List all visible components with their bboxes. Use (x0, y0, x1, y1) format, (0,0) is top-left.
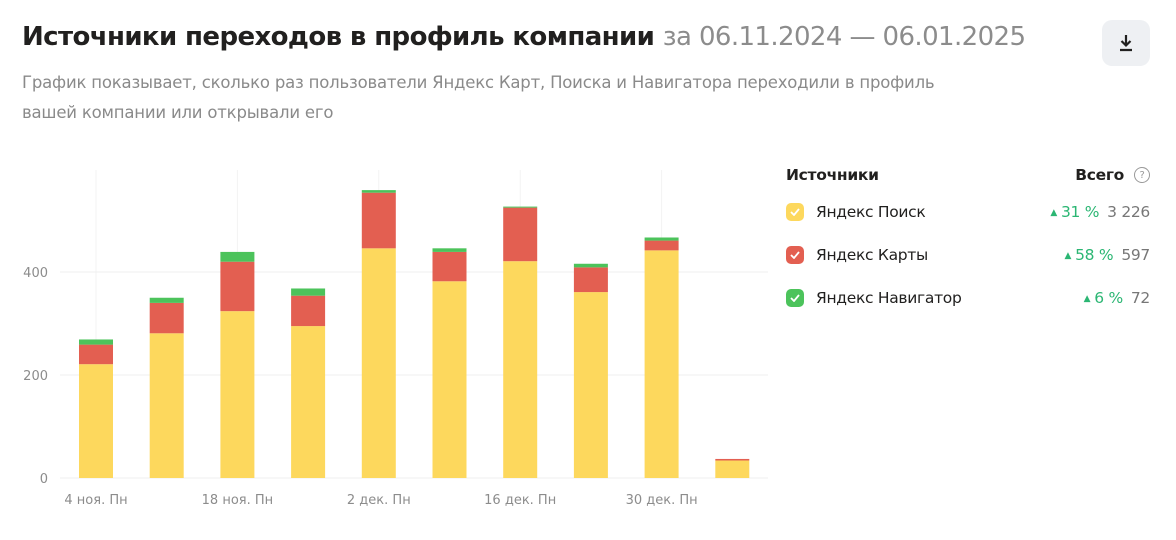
x-tick-label: 30 дек. Пн (626, 493, 698, 508)
x-tick-label: 4 ноя. Пн (64, 493, 127, 508)
bar-segment[interactable] (432, 281, 467, 478)
checkbox-checked-icon[interactable] (786, 245, 804, 264)
legend-item-change: 31 % (1050, 203, 1099, 221)
legend-item-change: 6 % (1084, 289, 1123, 307)
bar-segment[interactable] (573, 263, 608, 268)
bar-segment[interactable] (644, 237, 679, 241)
page-subtitle: График показывает, сколько раз пользоват… (22, 73, 935, 122)
bar-segment[interactable] (503, 207, 538, 262)
bar-segment[interactable] (644, 240, 679, 251)
legend-header: Источники Всего? (786, 160, 1150, 190)
bar-segment[interactable] (149, 297, 184, 303)
bar-segment[interactable] (220, 311, 255, 478)
x-tick-label: 16 дек. Пн (484, 493, 556, 508)
legend-header-sources: Источники (786, 166, 879, 184)
bar-segment[interactable] (149, 333, 184, 478)
y-tick-label: 0 (40, 472, 48, 487)
checkbox-checked-icon[interactable] (786, 202, 804, 221)
legend-item-total: 3 226 (1107, 202, 1150, 221)
legend-item-total: 72 (1130, 288, 1150, 307)
y-tick-label: 400 (23, 266, 48, 281)
bar-segment[interactable] (291, 326, 326, 478)
bar-segment[interactable] (432, 251, 467, 282)
legend-item-name: Яндекс Навигатор (816, 288, 962, 307)
bar-segment[interactable] (220, 251, 255, 262)
bar-segment[interactable] (503, 261, 538, 478)
legend-item-name: Яндекс Поиск (816, 202, 926, 221)
bar-segment[interactable] (432, 248, 467, 252)
bar-segment[interactable] (573, 267, 608, 293)
bar-segment[interactable] (503, 206, 538, 208)
x-tick-label: 2 дек. Пн (347, 493, 411, 508)
legend-item-name: Яндекс Карты (816, 245, 928, 264)
bar-segment[interactable] (361, 248, 396, 478)
y-tick-label: 200 (23, 369, 48, 384)
period: за 06.11.2024 — 06.01.2025 (662, 22, 1026, 52)
legend: Источники Всего? Яндекс Поиск 31 % 3 226… (786, 160, 1150, 319)
bar-segment[interactable] (291, 295, 326, 327)
question-circle-icon[interactable]: ? (1134, 167, 1150, 183)
bar-segment[interactable] (291, 288, 326, 296)
legend-item[interactable]: Яндекс Карты 58 % 597 (786, 233, 1150, 276)
bar-segment[interactable] (79, 344, 113, 365)
bar-segment[interactable] (715, 458, 750, 461)
bar-segment[interactable] (79, 364, 113, 478)
chart: 0 200 400 4 ноя. Пн 18 ноя. Пн 2 дек. Пн 16 де… (23, 170, 768, 508)
legend-item-total: 597 (1121, 245, 1150, 264)
download-button[interactable] (1102, 20, 1150, 66)
legend-header-total: Всего (1075, 166, 1124, 184)
bar-segment[interactable] (361, 190, 396, 193)
bar-segment[interactable] (79, 339, 113, 345)
bar-segment[interactable] (149, 302, 184, 334)
bar-segment[interactable] (715, 460, 750, 478)
bar-segment[interactable] (644, 250, 679, 478)
legend-item[interactable]: Яндекс Поиск 31 % 3 226 (786, 190, 1150, 233)
title-text: Источники переходов в профиль компании (22, 22, 655, 52)
bar-segment[interactable] (573, 292, 608, 478)
x-tick-label: 18 ноя. Пн (202, 493, 274, 508)
page-title: Источники переходов в профиль компании з… (22, 22, 1026, 52)
bar-segment[interactable] (361, 192, 396, 249)
legend-item[interactable]: Яндекс Навигатор 6 % 72 (786, 276, 1150, 319)
legend-item-change: 58 % (1065, 246, 1113, 264)
download-icon (1120, 35, 1132, 52)
bar-segment[interactable] (220, 261, 255, 312)
checkbox-checked-icon[interactable] (786, 288, 804, 307)
